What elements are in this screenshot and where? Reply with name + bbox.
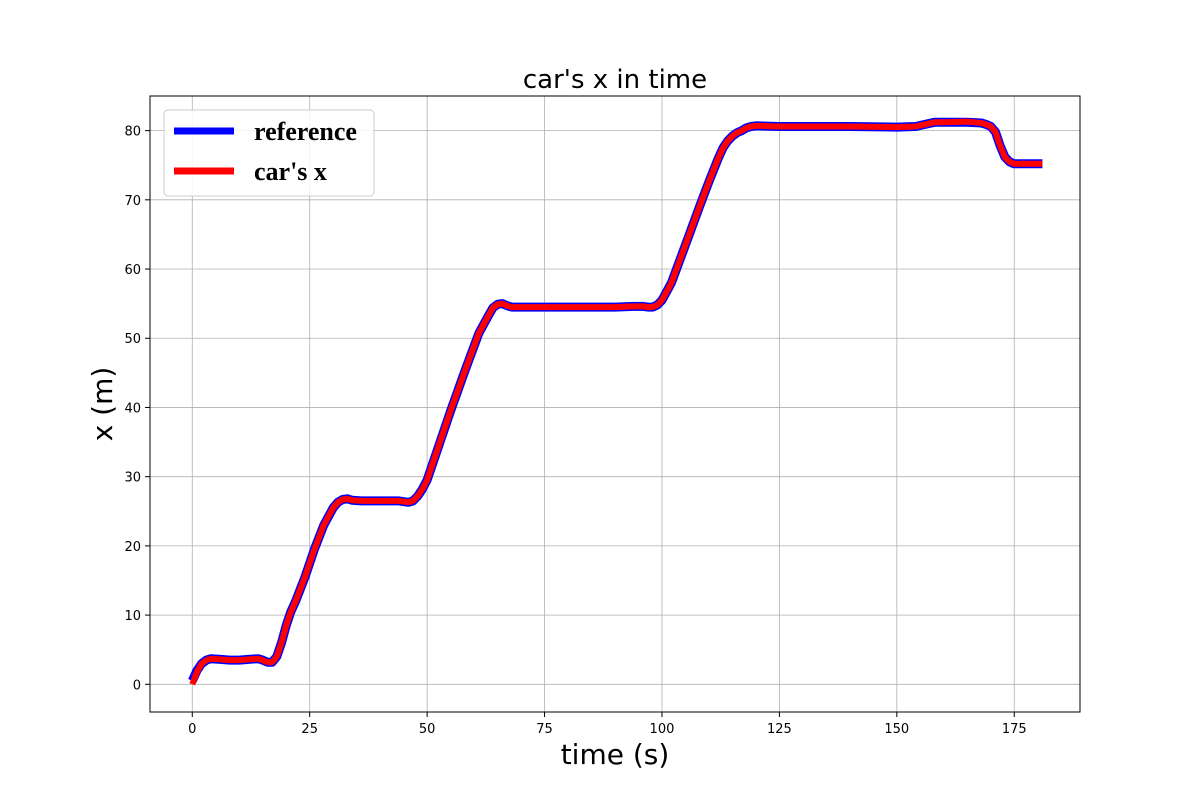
x-tick-label: 175: [1002, 722, 1027, 737]
series-line-cars-x: [189, 118, 1043, 686]
x-tick-label: 125: [767, 722, 792, 737]
x-tick-label: 100: [650, 722, 675, 737]
y-tick-label: 0: [133, 678, 141, 693]
y-tick-label: 50: [124, 332, 141, 347]
x-tick-label: 150: [884, 722, 909, 737]
y-tick-label: 40: [124, 401, 141, 416]
x-tick-label: 50: [419, 722, 436, 737]
legend: reference car's x: [163, 109, 375, 197]
series-lines: [188, 117, 1043, 686]
x-tick-label: 25: [301, 722, 318, 737]
y-tick-label: 30: [124, 471, 141, 486]
x-tick-label: 0: [188, 722, 196, 737]
y-tick-label: 70: [124, 194, 141, 209]
legend-label-reference: reference: [254, 117, 357, 146]
y-axis-label: x (m): [86, 367, 119, 442]
axis-ticks: 0 25 50 75 100 125 150 175 0 10 20 30 40 50 60 70 80: [124, 125, 1026, 737]
y-tick-label: 80: [124, 125, 141, 140]
y-tick-label: 60: [124, 263, 141, 278]
y-tick-label: 10: [124, 609, 141, 624]
chart-title: car's x in time: [523, 65, 707, 95]
x-tick-label: 75: [536, 722, 553, 737]
y-tick-label: 20: [124, 540, 141, 555]
x-axis-label: time (s): [561, 738, 670, 771]
grid: [150, 96, 1080, 712]
legend-label-cars-x: car's x: [254, 157, 327, 186]
plot-frame: [149, 95, 1081, 713]
